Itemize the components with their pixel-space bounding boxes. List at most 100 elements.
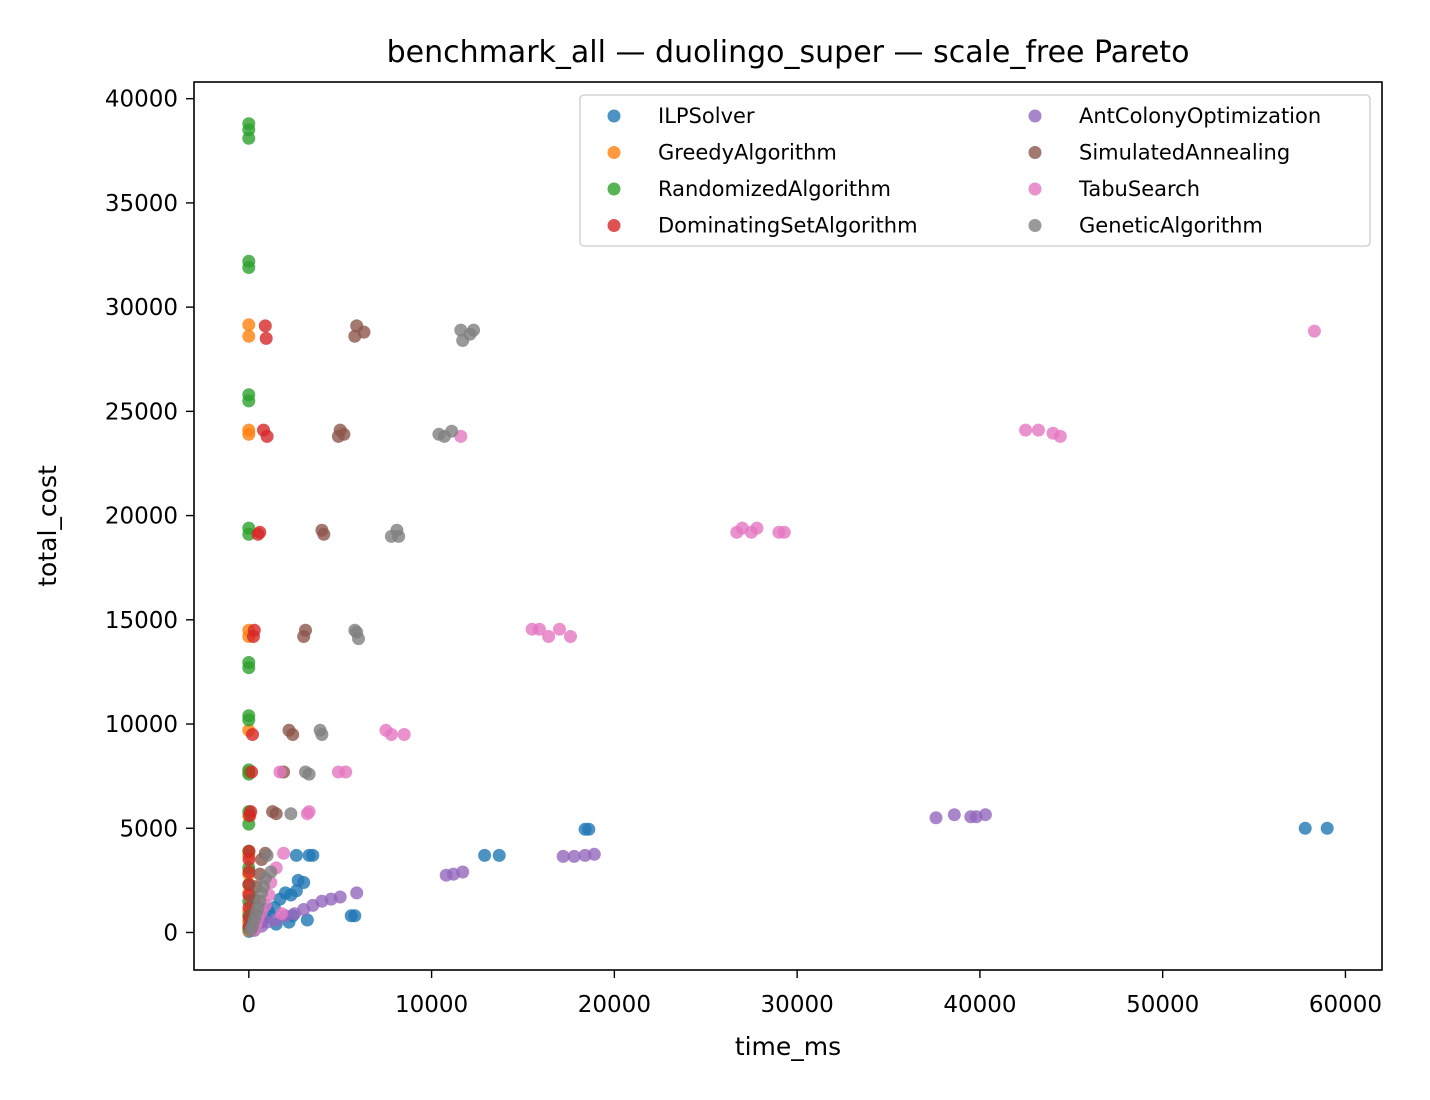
data-point: [492, 848, 506, 862]
data-point: [277, 846, 291, 860]
data-point: [333, 890, 347, 904]
data-point: [243, 809, 257, 823]
data-point: [456, 865, 470, 879]
data-point: [750, 521, 764, 535]
points-layer: [242, 117, 1334, 938]
data-point: [284, 807, 298, 821]
data-point: [929, 811, 943, 825]
data-point: [242, 261, 256, 274]
legend-item: DominatingSetAlgorithm: [607, 214, 918, 238]
y-tick-label: 30000: [105, 295, 178, 321]
y-tick-label: 35000: [105, 191, 178, 217]
data-point: [384, 728, 398, 741]
x-tick-label: 40000: [943, 992, 1016, 1018]
data-point: [242, 853, 256, 866]
data-point: [331, 429, 345, 443]
legend-label: ILPSolver: [658, 104, 755, 128]
data-point: [242, 318, 256, 332]
data-point: [978, 808, 992, 822]
y-tick-label: 10000: [105, 712, 178, 738]
data-point: [260, 429, 274, 443]
data-point: [587, 847, 601, 861]
data-point: [456, 334, 470, 347]
data-point: [259, 331, 273, 345]
x-axis: 0 10000 20000 30000 40000 50000 60000: [242, 970, 1382, 1018]
x-tick-label: 0: [242, 992, 257, 1018]
legend-item: AntColonyOptimization: [1028, 104, 1321, 128]
legend-label: SimulatedAnnealing: [1079, 141, 1290, 165]
data-point: [297, 630, 311, 643]
data-point: [339, 765, 353, 779]
legend-label: AntColonyOptimization: [1079, 104, 1321, 128]
data-point: [269, 807, 283, 821]
data-point: [1298, 821, 1312, 835]
legend-label: DominatingSetAlgorithm: [658, 214, 918, 238]
data-point: [284, 888, 298, 902]
data-point: [350, 625, 364, 639]
data-point: [246, 728, 259, 741]
y-tick-label: 5000: [119, 816, 178, 842]
data-point: [246, 630, 260, 643]
data-point: [242, 131, 256, 145]
legend-marker: [1028, 219, 1042, 232]
legend-label: RandomizedAlgorithm: [658, 177, 891, 201]
y-tick-label: 20000: [105, 504, 178, 530]
legend-marker: [607, 146, 621, 159]
legend-item: RandomizedAlgorithm: [607, 177, 891, 201]
data-point: [1019, 423, 1033, 437]
data-point: [582, 822, 596, 836]
data-point: [478, 848, 492, 862]
data-point: [556, 849, 570, 863]
data-point: [553, 622, 566, 636]
series-4: [247, 808, 992, 937]
data-point: [348, 909, 362, 923]
data-point: [289, 848, 303, 862]
data-point: [532, 622, 546, 636]
data-point: [242, 527, 256, 541]
legend-label: GreedyAlgorithm: [658, 141, 837, 165]
data-point: [297, 876, 311, 889]
data-point: [1320, 821, 1334, 835]
data-point: [275, 907, 289, 921]
y-tick-label: 15000: [105, 608, 178, 634]
data-point: [300, 913, 314, 927]
data-point: [273, 765, 287, 779]
legend-marker: [1028, 109, 1042, 123]
data-point: [1031, 423, 1045, 437]
data-point: [242, 865, 256, 879]
legend-marker: [607, 219, 621, 232]
data-point: [242, 661, 256, 675]
data-point: [350, 886, 364, 900]
x-tick-label: 10000: [395, 992, 468, 1018]
legend-item: SimulatedAnnealing: [1028, 141, 1290, 165]
x-tick-label: 20000: [578, 992, 651, 1018]
data-point: [242, 713, 256, 727]
legend: ILPSolver GreedyAlgorithm RandomizedAlgori…: [579, 94, 1371, 247]
data-point: [302, 805, 316, 819]
legend-item: TabuSearch: [1028, 177, 1200, 201]
legend-item: ILPSolver: [607, 104, 755, 128]
legend-marker: [607, 182, 621, 196]
y-axis: 0 5000 10000 15000 20000 25000 30000 35000 40000: [105, 87, 194, 946]
data-point: [244, 923, 258, 937]
legend-marker: [1028, 146, 1042, 159]
data-point: [242, 394, 256, 408]
data-point: [947, 808, 961, 822]
data-point: [302, 767, 316, 781]
x-tick-label: 50000: [1126, 992, 1199, 1018]
data-point: [286, 728, 300, 741]
data-point: [467, 323, 481, 337]
data-point: [245, 765, 259, 779]
plot-frame: [193, 81, 1383, 971]
data-point: [1053, 429, 1067, 443]
data-point: [567, 849, 581, 863]
data-point: [445, 424, 459, 438]
x-tick-label: 30000: [761, 992, 834, 1018]
legend-item: GreedyAlgorithm: [607, 141, 837, 165]
legend-box: [579, 94, 1371, 247]
legend-item: GeneticAlgorithm: [1028, 214, 1263, 238]
data-point: [251, 527, 265, 541]
x-axis-title: time_ms: [735, 1032, 841, 1061]
legend-label: GeneticAlgorithm: [1079, 214, 1263, 238]
